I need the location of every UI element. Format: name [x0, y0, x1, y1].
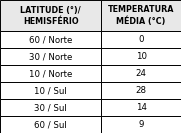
- Bar: [0, 31, 101, 48]
- Text: 10 / Sul: 10 / Sul: [34, 86, 67, 95]
- Text: 24: 24: [136, 69, 147, 78]
- Bar: [0, 0, 101, 31]
- Text: 10: 10: [136, 52, 147, 61]
- Bar: [101, 48, 181, 65]
- Bar: [0, 48, 101, 65]
- Text: 60 / Sul: 60 / Sul: [34, 120, 67, 129]
- Text: 28: 28: [136, 86, 147, 95]
- Bar: [101, 82, 181, 99]
- Text: 0: 0: [138, 35, 144, 44]
- Bar: [101, 99, 181, 116]
- Text: TEMPERATURA
MÉDIA (°C): TEMPERATURA MÉDIA (°C): [108, 5, 174, 26]
- Text: 14: 14: [136, 103, 147, 112]
- Bar: [101, 31, 181, 48]
- Bar: [0, 65, 101, 82]
- Bar: [0, 116, 101, 133]
- Bar: [0, 82, 101, 99]
- Text: 30 / Sul: 30 / Sul: [34, 103, 67, 112]
- Text: 60 / Norte: 60 / Norte: [29, 35, 72, 44]
- Bar: [101, 0, 181, 31]
- Text: 30 / Norte: 30 / Norte: [29, 52, 72, 61]
- Bar: [101, 65, 181, 82]
- Text: LATITUDE (°)/
HEMISFÉRIO: LATITUDE (°)/ HEMISFÉRIO: [20, 6, 81, 26]
- Text: 9: 9: [138, 120, 144, 129]
- Bar: [0, 99, 101, 116]
- Bar: [101, 116, 181, 133]
- Text: 10 / Norte: 10 / Norte: [29, 69, 72, 78]
